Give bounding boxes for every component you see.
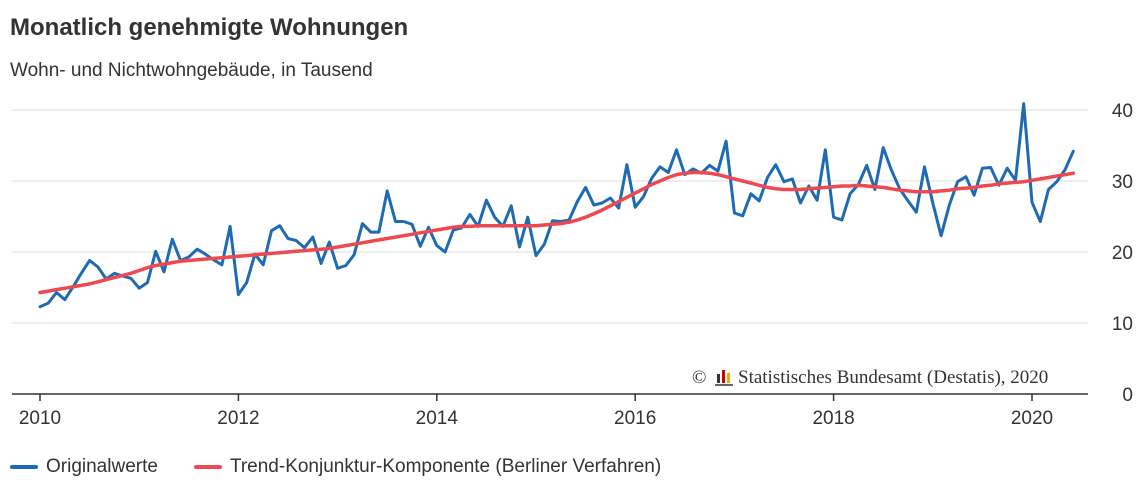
legend-swatch-original	[10, 465, 38, 469]
series-line-original	[38, 102, 1075, 309]
axes: 0 10 20 30 40 2010 2012 2014 2016 2018 2020	[12, 101, 1133, 429]
credit-block: © Statistisches Bundesamt (Destatis), 20…	[692, 367, 1048, 388]
destatis-logo-icon	[715, 370, 733, 386]
series-line-trend	[38, 170, 1076, 295]
x-tick-label: 2020	[1011, 408, 1053, 429]
y-tick-label: 40	[1112, 101, 1133, 122]
x-tick-label: 2014	[416, 408, 459, 429]
chart-legend: Originalwerte Trend-Konjunktur-Komponent…	[10, 456, 697, 478]
legend-swatch-trend	[193, 465, 222, 469]
x-tick-label: 2012	[217, 408, 259, 429]
y-tick-label: 30	[1112, 172, 1133, 193]
chart-title: Monatlich genehmigte Wohnungen	[10, 14, 409, 41]
chart-subtitle: Wohn- und Nichtwohngebäude, in Tausend	[10, 60, 373, 81]
legend-item-trend: Trend-Konjunktur-Komponente (Berliner Ve…	[193, 456, 662, 478]
legend-label-original: Originalwerte	[46, 456, 158, 477]
legend-label-trend: Trend-Konjunktur-Komponente (Berliner Ve…	[229, 456, 662, 477]
legend-item-original: Originalwerte	[10, 456, 158, 478]
y-tick-label: 0	[1122, 385, 1133, 406]
y-tick-label: 10	[1112, 314, 1133, 335]
x-tick-label: 2018	[812, 408, 854, 429]
copyright-icon: ©	[692, 367, 706, 388]
x-tick-label: 2010	[19, 408, 61, 429]
x-tick-label: 2016	[614, 408, 656, 429]
grid-lines	[12, 109, 1088, 324]
y-tick-label: 20	[1112, 243, 1133, 264]
source-credit: Statistisches Bundesamt (Destatis), 2020	[738, 367, 1048, 388]
series-lines	[38, 102, 1076, 309]
